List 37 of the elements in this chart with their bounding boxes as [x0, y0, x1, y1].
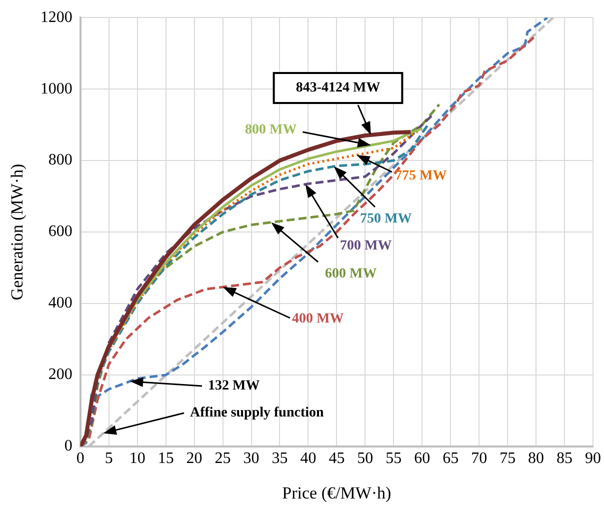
x-tick-label: 50 — [357, 450, 374, 468]
x-tick-label: 15 — [158, 450, 174, 468]
y-axis-title: Generation (MW·h) — [8, 164, 27, 300]
y-tick-label: 0 — [64, 438, 72, 455]
x-tick-label: 40 — [300, 450, 316, 468]
x-tick-label: 70 — [471, 450, 488, 468]
y-tick-label: 1200 — [40, 8, 72, 26]
x-tick-label: 10 — [129, 450, 146, 468]
x-tick-label: 25 — [214, 450, 231, 468]
text: 600 MW — [325, 266, 377, 282]
x-tick-label: 20 — [186, 450, 202, 468]
x-tick-label: 55 — [386, 450, 402, 468]
x-tick-label: 65 — [442, 450, 459, 468]
y-tick-label: 400 — [48, 294, 72, 312]
y-tick-label: 200 — [48, 366, 72, 384]
series-label: 800 MW — [245, 122, 297, 138]
text: 400 MW — [292, 312, 344, 327]
series-label: 775 MW — [395, 168, 447, 184]
text: 843-4124 MW — [296, 80, 380, 96]
x-tick-label: 80 — [528, 450, 544, 468]
text: 700 MW — [340, 238, 392, 254]
text: Affine supply function — [190, 406, 324, 421]
x-tick-label: 30 — [243, 450, 260, 468]
x-tick-label: 45 — [328, 450, 345, 468]
x-tick-label: 85 — [556, 450, 573, 468]
x-axis-title: Price (€/MW·h) — [282, 483, 392, 502]
y-tick-label: 800 — [48, 152, 72, 169]
x-tick-label: 0 — [76, 450, 84, 468]
x-tick-label: 75 — [500, 450, 516, 468]
series-label: 132 MW — [208, 378, 260, 394]
y-tick-label: 600 — [48, 223, 72, 240]
x-tick-label: 60 — [414, 450, 430, 468]
x-tick-label: 5 — [104, 450, 113, 468]
y-tick-label: 1000 — [40, 80, 72, 98]
text: 750 MW — [360, 212, 412, 227]
x-tick-label: 90 — [585, 450, 601, 468]
x-tick-label: 35 — [272, 450, 288, 468]
